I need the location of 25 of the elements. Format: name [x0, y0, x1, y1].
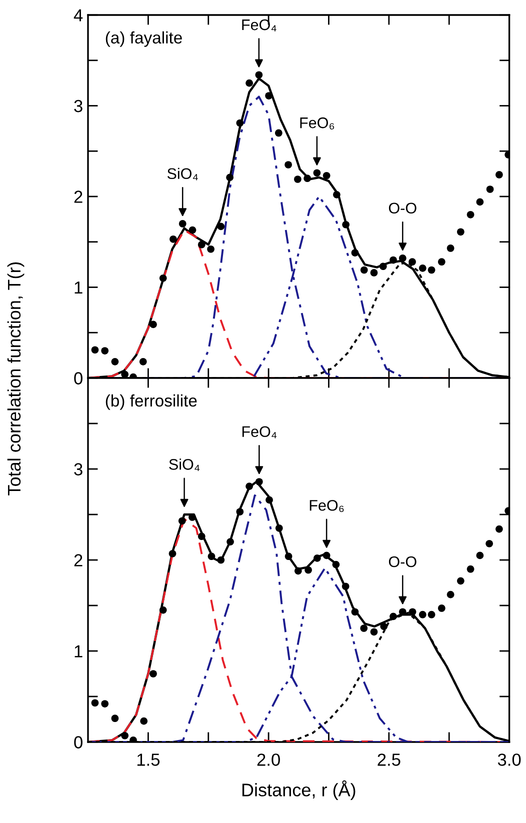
annotation: SiO₄ [169, 458, 200, 471]
x-tick-label: 3.0 [498, 754, 521, 766]
text: (b) ferrosilite [106, 394, 197, 410]
x-tick-label: 2.5 [378, 754, 400, 766]
y-tick-label: 1 [74, 645, 82, 658]
x-tick-label: 2.0 [257, 754, 280, 766]
y-tick-label: 2 [74, 190, 82, 203]
x-tick-label: 1.5 [137, 754, 160, 766]
y-tick-label: 2 [74, 554, 82, 566]
x-axis-title: Distance, r (Å) [242, 780, 356, 800]
annotation: FeO₄ [242, 19, 276, 32]
annotation: FeO₆ [300, 117, 334, 130]
y-tick-label: 3 [74, 463, 82, 476]
annotation: SiO₄ [167, 168, 198, 180]
y-tick-label: 0 [74, 736, 82, 748]
y-tick-label: 4 [74, 9, 83, 22]
y-tick-label: 1 [74, 282, 82, 294]
y-axis-title: Total correlation function, T(r) [7, 262, 24, 496]
text: (a) fayalite [106, 31, 182, 47]
annotation: O-O [388, 202, 416, 214]
annotation: FeO₄ [242, 426, 277, 438]
annotation: O-O [388, 556, 416, 568]
y-tick-label: 3 [74, 100, 82, 112]
y-tick-label: 0 [74, 372, 82, 384]
annotation: FeO₆ [310, 500, 344, 512]
